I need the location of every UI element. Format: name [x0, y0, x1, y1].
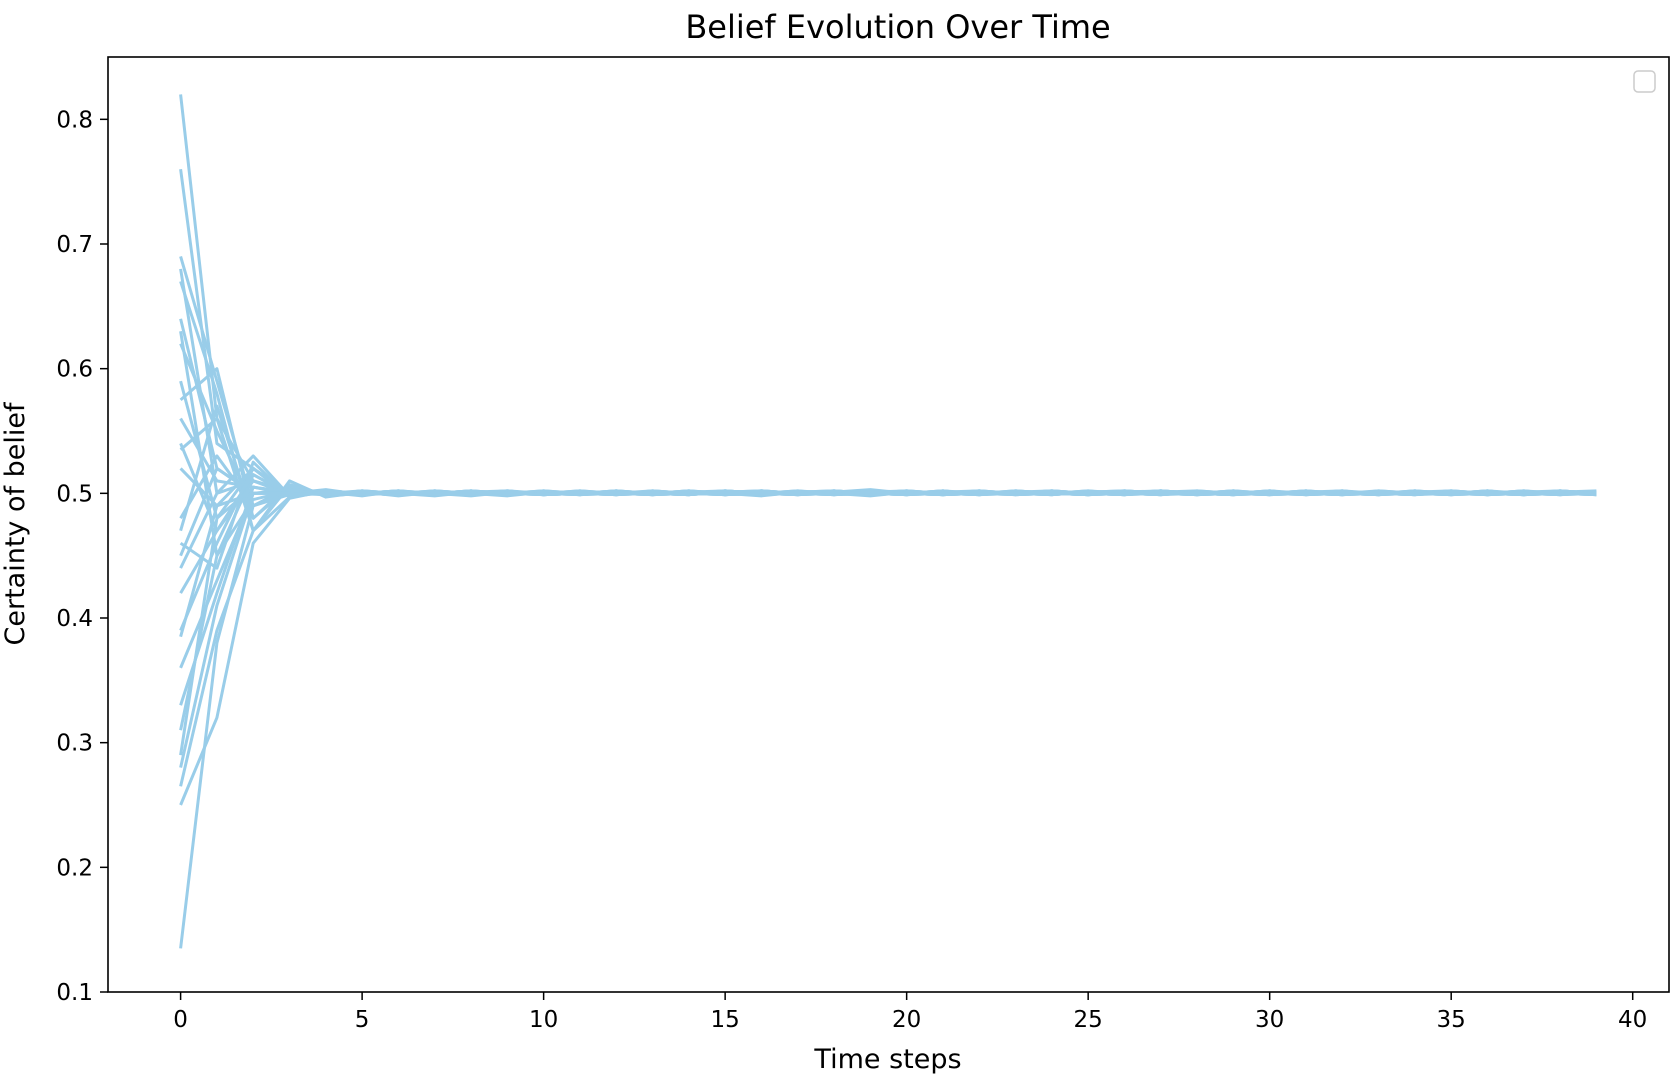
y-axis-label: Certainty of belief	[0, 401, 31, 645]
chart-title: Belief Evolution Over Time	[685, 8, 1110, 46]
y-tick-label: 0.5	[56, 481, 93, 507]
x-tick-label: 35	[1437, 1007, 1466, 1033]
x-tick-label: 40	[1618, 1007, 1647, 1033]
series-line-30	[179, 489, 1597, 949]
series-group	[179, 94, 1597, 949]
x-axis-ticks: 0 5 10 15 20 25 30 35 40	[173, 992, 1647, 1033]
y-tick-label: 0.4	[56, 606, 93, 632]
y-tick-label: 0.7	[56, 232, 93, 258]
y-tick-label: 0.2	[56, 855, 93, 881]
legend-box	[1633, 70, 1656, 93]
y-tick-label: 0.6	[56, 357, 93, 383]
x-tick-label: 0	[173, 1007, 188, 1033]
y-tick-label: 0.3	[56, 731, 93, 757]
y-tick-label: 0.1	[56, 980, 93, 1006]
y-axis-ticks: 0.1 0.2 0.3 0.4 0.5 0.6 0.7 0.8	[56, 107, 108, 1006]
plot-frame	[107, 56, 1670, 993]
x-tick-label: 20	[892, 1007, 921, 1033]
x-tick-label: 15	[710, 1007, 739, 1033]
x-tick-label: 10	[529, 1007, 558, 1033]
y-tick-label: 0.8	[56, 107, 93, 133]
x-tick-label: 5	[355, 1007, 370, 1033]
x-axis-label: Time steps	[813, 1044, 961, 1074]
x-tick-label: 25	[1074, 1007, 1103, 1033]
x-tick-label: 30	[1255, 1007, 1284, 1033]
